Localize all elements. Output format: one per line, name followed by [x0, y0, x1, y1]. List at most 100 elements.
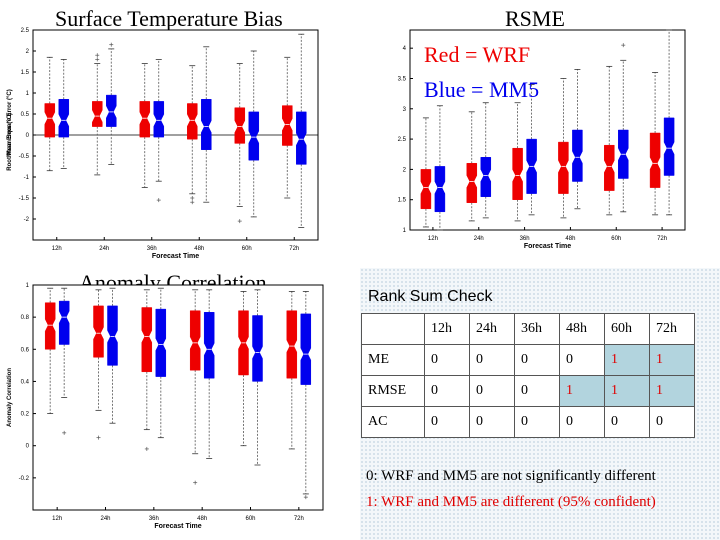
rank-row-label: AC — [361, 406, 425, 438]
x-tick-label: 60h — [611, 236, 621, 242]
rank-sum-panel: Rank Sum Check 12h 24h 36h 48h 60h 72h M… — [360, 268, 720, 540]
rank-cell-different: 1 — [649, 344, 695, 376]
rank-cell: 0 — [424, 406, 470, 438]
y-axis-label: Root Mean Square Error (°C) — [7, 89, 13, 170]
rank-cell-different: 1 — [559, 375, 605, 407]
rank-row-rmse: RMSE 0 0 0 1 1 1 — [361, 375, 695, 407]
y-tick-label: 1 — [26, 91, 30, 97]
rank-cell: 0 — [424, 375, 470, 407]
box-wrf — [604, 144, 615, 191]
box-mm5 — [434, 166, 446, 213]
box-wrf — [282, 105, 293, 146]
y-tick-label: 4 — [403, 46, 407, 52]
rank-cell-different: 1 — [604, 375, 650, 407]
chart-title-rmse: RSME — [505, 6, 565, 31]
box-wrf — [44, 103, 56, 138]
rank-cell: 0 — [469, 406, 515, 438]
x-tick-label: 36h — [147, 246, 157, 252]
box-mm5 — [296, 111, 307, 165]
x-axis-label: Forecast Time — [524, 243, 571, 250]
x-tick-label: 60h — [242, 246, 252, 252]
x-tick-label: 72h — [289, 246, 299, 252]
rank-row-me: ME 0 0 0 0 1 1 — [361, 344, 695, 376]
box-mm5 — [107, 305, 118, 366]
rank-col-header: 24h — [469, 313, 515, 345]
y-tick-label: 0.5 — [21, 112, 30, 118]
x-tick-label: 12h — [52, 246, 62, 252]
y-tick-label: 3 — [403, 107, 407, 113]
box-wrf — [189, 310, 201, 371]
box-mm5 — [572, 129, 583, 182]
rank-col-header: 72h — [649, 313, 695, 345]
rank-cell: 0 — [559, 406, 605, 438]
rank-col-header: 48h — [559, 313, 605, 345]
x-tick-label: 36h — [149, 516, 159, 522]
rank-corner-cell — [361, 313, 425, 345]
box-wrf — [187, 103, 198, 140]
rank-cell: 0 — [469, 375, 515, 407]
x-tick-label: 12h — [428, 236, 438, 242]
rank-col-header: 60h — [604, 313, 650, 345]
x-tick-label: 24h — [100, 516, 110, 522]
y-tick-label: 1.5 — [398, 198, 407, 204]
x-tick-label: 24h — [99, 246, 109, 252]
box-mm5 — [248, 111, 260, 161]
x-tick-label: 48h — [565, 236, 575, 242]
box-mm5 — [203, 312, 215, 379]
legend-wrf: Red = WRF — [424, 42, 531, 67]
rank-note-not-different: 0: WRF and MM5 are not significantly dif… — [366, 468, 656, 484]
box-mm5 — [106, 94, 117, 127]
box-wrf — [420, 169, 432, 210]
rank-cell: 0 — [469, 344, 515, 376]
box-mm5 — [300, 313, 312, 385]
rank-col-header: 36h — [514, 313, 560, 345]
y-tick-label: -1 — [24, 175, 30, 181]
y-axis-label: Mean Error (°C) — [7, 113, 13, 157]
rank-cell: 0 — [649, 406, 695, 438]
y-tick-label: 2 — [403, 167, 407, 173]
rank-col-header: 12h — [424, 313, 470, 345]
legend-mm5: Blue = MM5 — [424, 77, 540, 102]
rank-cell: 0 — [514, 344, 560, 376]
rank-sum-title: Rank Sum Check — [368, 288, 493, 305]
y-tick-label: 2 — [26, 49, 30, 55]
x-tick-label: 36h — [520, 236, 530, 242]
box-mm5 — [58, 300, 70, 345]
box-mm5 — [663, 117, 675, 176]
y-tick-label: -2 — [24, 217, 30, 223]
y-tick-label: 0 — [26, 444, 30, 450]
x-tick-label: 12h — [52, 516, 62, 522]
x-axis-label: Forecast Time — [152, 253, 199, 260]
rank-header-row: 12h 24h 36h 48h 60h 72h — [361, 313, 695, 345]
y-tick-label: 1 — [403, 228, 407, 234]
box-wrf — [649, 132, 661, 188]
box-wrf — [93, 305, 104, 358]
y-tick-label: -1.5 — [19, 196, 30, 202]
box-wrf — [141, 307, 153, 373]
rank-sum-table: 12h 24h 36h 48h 60h 72h ME 0 0 0 0 1 1 R… — [361, 313, 695, 438]
box-wrf — [558, 141, 569, 194]
box-wrf — [139, 101, 151, 138]
rank-row-ac: AC 0 0 0 0 0 0 — [361, 406, 695, 438]
box-wrf — [286, 310, 298, 379]
box-wrf — [512, 147, 523, 200]
box-wrf — [234, 107, 246, 144]
rank-note-different: 1: WRF and MM5 are different (95% confid… — [366, 494, 656, 510]
x-tick-label: 72h — [657, 236, 667, 242]
rank-cell: 0 — [559, 344, 605, 376]
rank-cell-different: 1 — [649, 375, 695, 407]
y-tick-label: -0.5 — [19, 154, 30, 160]
x-axis-label: Forecast Time — [154, 523, 201, 530]
y-tick-label: 0 — [26, 133, 30, 139]
y-tick-label: -0.2 — [19, 476, 30, 482]
rank-cell: 0 — [514, 375, 560, 407]
box-mm5 — [252, 315, 263, 382]
y-axis-label: Anomaly Correlation — [7, 368, 13, 427]
y-tick-label: 0.2 — [21, 412, 30, 418]
rank-row-label: ME — [361, 344, 425, 376]
y-tick-label: 0.8 — [21, 315, 30, 321]
box-wrf — [92, 101, 103, 127]
box-wrf — [44, 302, 56, 350]
x-tick-label: 48h — [197, 516, 207, 522]
